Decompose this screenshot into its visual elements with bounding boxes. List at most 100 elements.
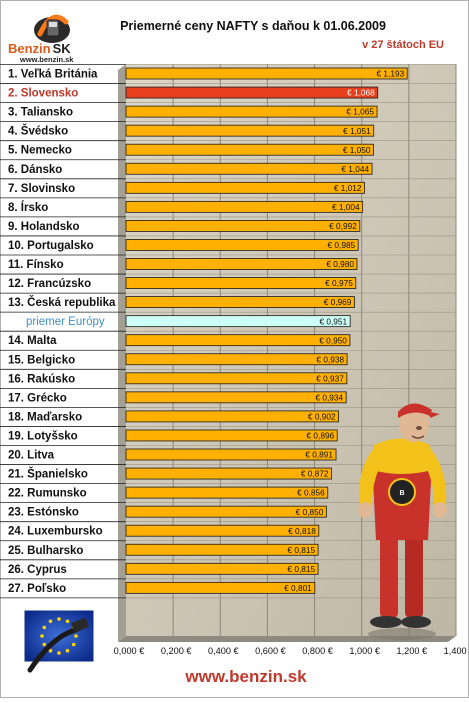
svg-text:B: B [399, 490, 404, 497]
bar-value-label: € 0,950 [319, 335, 347, 345]
bar-value-label: € 0,969 [324, 297, 352, 307]
bar-value-label: € 0,985 [327, 240, 355, 250]
x-tick-label: 0,400 € [208, 646, 239, 656]
category-label: 22. Rumunsko [8, 488, 87, 500]
bar [125, 277, 357, 289]
bar [125, 372, 348, 385]
bar [125, 86, 379, 99]
category-label: 8. Írsko [8, 201, 48, 214]
mechanic-mascot-icon: B [358, 403, 447, 640]
eu-flag-pump-icon [23, 609, 95, 673]
category-label: 1. Veľká Británia [8, 69, 98, 81]
bar [125, 143, 374, 156]
plot-3d-wall [118, 64, 126, 642]
bar-value-label: € 1,012 [334, 183, 362, 193]
bar [125, 467, 332, 480]
bar-value-label: € 1,068 [347, 88, 375, 98]
category-label: 26. Cyprus [8, 564, 67, 576]
bar [125, 200, 364, 213]
flag-star [48, 648, 53, 653]
category-label: 16. Rakúsko [8, 373, 75, 385]
bar-value-label: € 0,992 [329, 221, 357, 231]
x-tick-label: 1,400 € [444, 646, 469, 656]
category-label: 9. Holandsko [8, 221, 80, 233]
x-tick-label: 1,000 € [349, 646, 380, 656]
bar [125, 543, 319, 556]
bar [125, 391, 347, 404]
bar-value-label: € 0,815 [287, 564, 315, 574]
category-label: 21. Španielsko [8, 468, 88, 481]
bar [125, 524, 320, 537]
bar-value-label: € 0,815 [287, 545, 315, 555]
category-label: 5. Nemecko [8, 145, 72, 157]
flag-star [40, 634, 44, 638]
category-label: 23. Estónsko [8, 507, 79, 519]
bar-value-label: € 0,938 [316, 354, 344, 364]
bar [125, 105, 378, 118]
bar-value-label: € 1,193 [377, 69, 405, 79]
bar [125, 486, 329, 499]
bar-value-label: € 0,902 [308, 412, 336, 422]
category-label: 3. Taliansko [8, 107, 73, 119]
bar-value-label: € 0,801 [284, 583, 312, 593]
category-label: 25. Bulharsko [8, 545, 83, 557]
category-label: 11. Fínsko [8, 259, 64, 271]
flag-star [57, 617, 61, 621]
bar-value-label: € 0,872 [301, 469, 329, 479]
logo-brand-right: SK [53, 41, 72, 56]
bar-value-label: € 0,891 [305, 450, 333, 460]
bar-value-label: € 0,951 [319, 316, 347, 326]
bar-value-label: € 1,050 [343, 145, 371, 155]
fuel-pump-logo-icon [34, 14, 70, 43]
bar-value-label: € 1,004 [332, 202, 360, 212]
x-tick-label: 0,800 € [302, 646, 333, 656]
bar [125, 505, 327, 518]
bar [125, 562, 319, 575]
bar [125, 162, 373, 175]
logo-brand-left: Benzin [8, 41, 51, 56]
category-label: 7. Slovinsko [8, 183, 75, 195]
category-label: 17. Grécko [8, 392, 67, 404]
category-label: 6. Dánsko [8, 164, 62, 176]
bar [125, 124, 375, 137]
logo-url: www.benzin.sk [19, 55, 74, 64]
bar [125, 296, 355, 309]
chart-subtitle: v 27 štátoch EU [362, 39, 444, 51]
chart-title: Priemerné ceny NAFTY s daňou k 01.06.200… [120, 19, 386, 33]
bar [125, 67, 408, 80]
bar-value-label: € 0,937 [316, 373, 344, 383]
bar [125, 258, 358, 270]
bar-value-label: € 1,051 [343, 126, 371, 136]
bar-value-label: € 0,934 [315, 392, 343, 402]
category-label: 10. Portugalsko [8, 240, 94, 252]
flag-star [42, 642, 47, 647]
category-label: priemer Európy [26, 316, 105, 328]
bar-value-label: € 1,044 [341, 164, 369, 174]
flag-star [71, 642, 76, 647]
bar [125, 181, 365, 194]
bar [125, 219, 361, 232]
bar-value-label: € 1,065 [346, 107, 374, 117]
flag-star [74, 634, 78, 638]
x-tick-label: 0,600 € [255, 646, 286, 656]
bar-value-label: € 0,856 [297, 488, 325, 498]
category-label: 4. Švédsko [8, 125, 68, 138]
category-label: 13. Česká republika [8, 296, 116, 309]
category-label: 18. Maďarsko [8, 411, 82, 423]
x-tick-label: 0,000 € [114, 646, 145, 656]
bar-value-label: € 0,975 [325, 278, 353, 288]
category-label: 14. Malta [8, 335, 57, 347]
bar [125, 239, 359, 251]
category-label: 2. Slovensko [8, 88, 78, 100]
bar-value-label: € 0,896 [307, 431, 335, 441]
bar-value-label: € 0,850 [296, 507, 324, 517]
category-label: 20. Litva [8, 450, 55, 462]
x-tick-label: 0,200 € [161, 646, 192, 656]
bar [125, 353, 348, 366]
flag-star [65, 648, 70, 653]
bar [125, 410, 340, 423]
category-label: 12. Francúzsko [8, 278, 91, 290]
bar [125, 429, 338, 442]
